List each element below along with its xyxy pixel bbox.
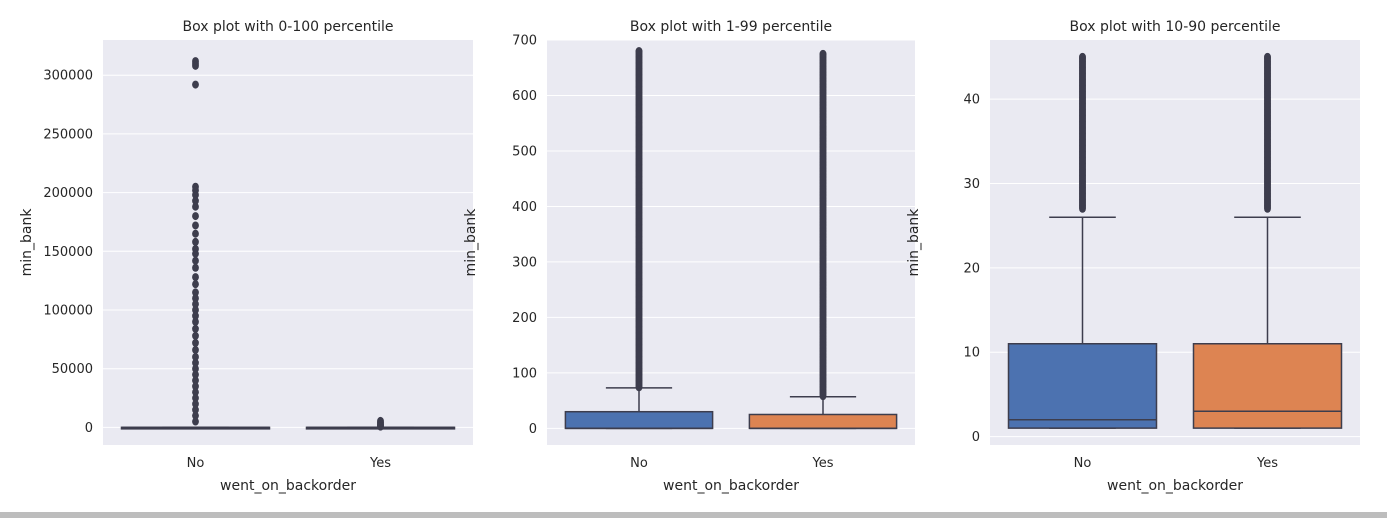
x-tick-label: Yes: [812, 456, 834, 471]
outlier-point: [192, 61, 199, 70]
chart-panel-1: 0 50000 100000 150000 200000 250000 300000 Box …: [19, 19, 473, 494]
outlier-point: [192, 388, 199, 397]
box-iqr: [564, 410, 714, 430]
y-tick-label: 30: [963, 177, 980, 192]
outlier-point: [192, 352, 199, 361]
y-axis-label: min_bank: [19, 208, 35, 277]
outlier-point: [1079, 52, 1086, 61]
outlier-point: [192, 80, 199, 89]
x-axis-label: went_on_backorder: [663, 478, 799, 494]
outlier-point: [192, 256, 199, 265]
outlier-point: [192, 212, 199, 221]
y-tick-label: 100000: [43, 304, 93, 319]
y-tick-label: 40: [963, 93, 980, 108]
outlier-point: [192, 331, 199, 340]
box-no: [120, 57, 271, 430]
y-tick-label: 10: [963, 346, 980, 361]
box-iqr: [748, 413, 898, 430]
plot-area: [103, 40, 473, 445]
outlier-point: [192, 273, 199, 282]
box-iqr: [1192, 343, 1343, 429]
outlier-point: [192, 196, 199, 205]
y-tick-label: 0: [529, 422, 537, 437]
y-tick-label: 150000: [43, 245, 93, 260]
outlier-point: [635, 47, 643, 56]
y-tick-label: 20: [963, 261, 980, 276]
y-tick-label: 300000: [43, 69, 93, 84]
x-axis-label: went_on_backorder: [220, 478, 356, 494]
y-tick-label: 700: [512, 34, 537, 49]
outlier-point: [192, 317, 199, 326]
chart-title: Box plot with 10-90 percentile: [1069, 19, 1280, 35]
x-tick-label: No: [630, 456, 648, 471]
y-tick-label: 0: [85, 421, 93, 436]
outlier-point: [192, 324, 199, 333]
outlier-point: [1264, 52, 1271, 61]
y-tick-label: 0: [972, 430, 980, 445]
outlier-point: [819, 49, 827, 58]
outlier-point: [192, 358, 199, 367]
outlier-point: [192, 311, 199, 320]
bottom-rule: [0, 512, 1387, 518]
y-tick-label: 400: [512, 200, 537, 215]
box-no: [564, 47, 714, 430]
y-tick-label: 100: [512, 366, 537, 381]
chart-panel-3: 0 10 20 30 40 Box plot with 10-90 percentile w…: [906, 19, 1360, 494]
y-tick-label: 50000: [52, 362, 93, 377]
outlier-point: [192, 364, 199, 373]
outlier-point: [192, 190, 199, 199]
x-axis-label: went_on_backorder: [1107, 478, 1243, 494]
y-tick-label: 250000: [43, 127, 93, 142]
x-tick-label: No: [187, 456, 205, 471]
y-axis-label: min_bank: [463, 208, 479, 277]
outlier-point: [192, 221, 199, 230]
outlier-point: [192, 370, 199, 379]
outlier-point: [192, 405, 199, 414]
y-tick-label: 500: [512, 144, 537, 159]
x-tick-label: No: [1074, 456, 1092, 471]
x-tick-label: Yes: [369, 456, 391, 471]
outlier-point: [192, 294, 199, 303]
outlier-point: [192, 202, 199, 211]
box-no: [1007, 52, 1158, 429]
box-yes: [748, 49, 898, 430]
outlier-point: [192, 280, 199, 289]
outlier-point: [192, 394, 199, 403]
x-tick-label: Yes: [1256, 456, 1278, 471]
chart-title: Box plot with 0-100 percentile: [182, 19, 393, 35]
outlier-point: [192, 229, 199, 238]
outlier-point: [192, 376, 199, 385]
y-tick-label: 300: [512, 255, 537, 270]
outlier-point: [192, 288, 199, 297]
y-axis-label: min_bank: [906, 208, 922, 277]
outlier-point: [192, 399, 199, 408]
outlier-point: [192, 263, 199, 272]
outlier-point: [192, 382, 199, 391]
plot-area: [547, 40, 915, 445]
chart-title: Box plot with 1-99 percentile: [630, 19, 832, 35]
y-tick-label: 200000: [43, 186, 93, 201]
outlier-point: [192, 345, 199, 354]
chart-panel-2: 0 100 200 300 400 500 600 700 Box plot with 1-99…: [463, 19, 915, 494]
box-iqr: [1007, 343, 1158, 429]
y-tick-label: 200: [512, 311, 537, 326]
box-yes: [305, 416, 456, 431]
outlier-point: [192, 338, 199, 347]
outlier-point: [192, 306, 199, 314]
outlier-point: [192, 411, 199, 420]
box-yes: [1192, 52, 1343, 429]
outlier-point: [192, 417, 199, 426]
outlier-point: [192, 237, 199, 246]
outlier-point: [192, 300, 199, 309]
y-tick-label: 600: [512, 89, 537, 104]
outlier-point: [192, 249, 199, 258]
